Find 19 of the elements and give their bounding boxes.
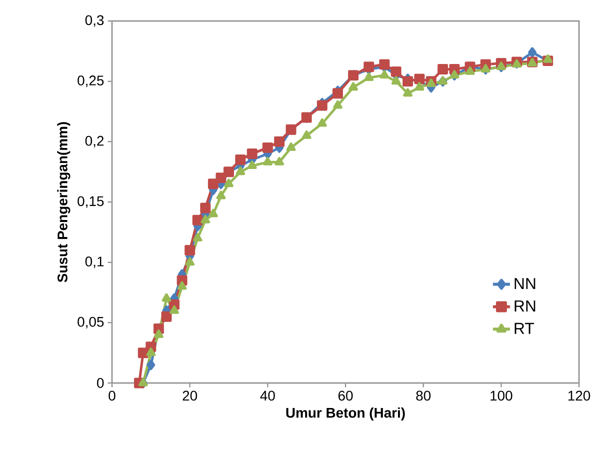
y-tick-label: 0,1 xyxy=(85,256,104,268)
x-tick-label: 40 xyxy=(260,390,275,401)
y-tick-label: 0,05 xyxy=(78,316,104,328)
y-tick-label: 0,15 xyxy=(78,196,104,208)
y-tick-label: 0,3 xyxy=(85,15,104,27)
legend-label: RN xyxy=(514,300,536,312)
x-tick-label: 100 xyxy=(490,390,512,401)
legend-label: NN xyxy=(514,278,536,290)
x-tick-label: 60 xyxy=(338,390,353,401)
y-tick-label: 0 xyxy=(97,378,104,388)
y-tick-label: 0,25 xyxy=(78,76,104,88)
x-tick-label: 80 xyxy=(416,390,431,401)
y-tick-label: 0,2 xyxy=(85,136,104,148)
legend-label: RT xyxy=(514,322,534,334)
x-tick-label: 0 xyxy=(108,390,116,401)
x-tick-label: 120 xyxy=(568,390,590,401)
x-axis-title: Umur Beton (Hari) xyxy=(286,407,405,420)
y-axis-title: Susut Pengeringan(mm) xyxy=(57,122,70,282)
x-tick-label: 20 xyxy=(182,390,198,401)
